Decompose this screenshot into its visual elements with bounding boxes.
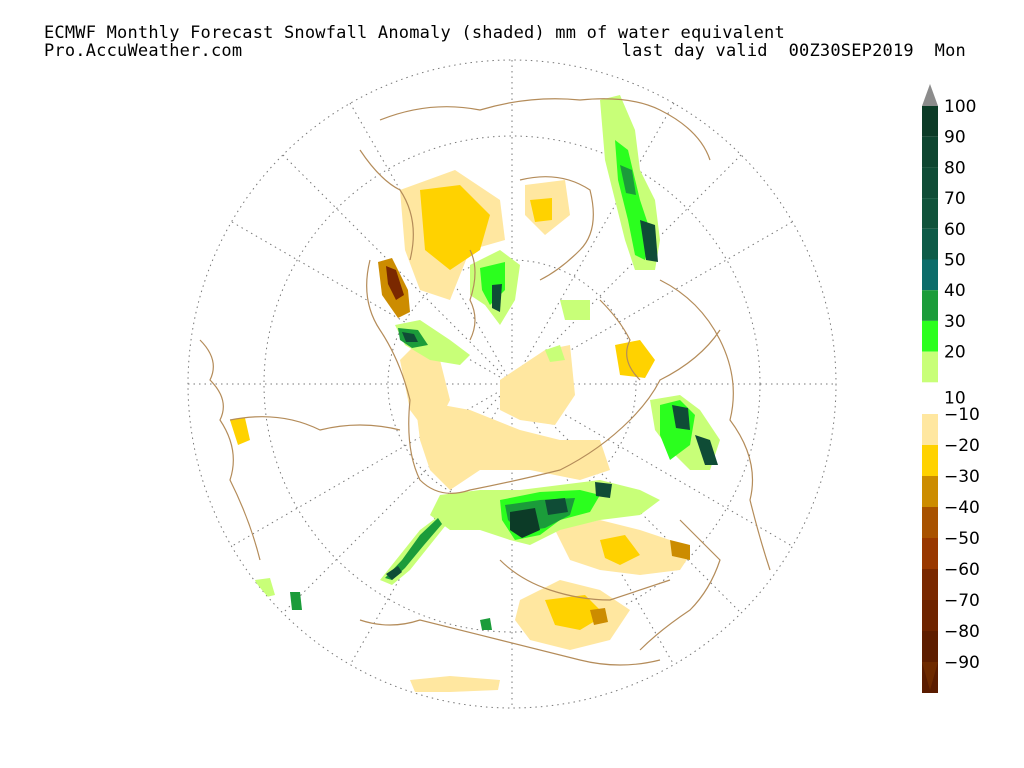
- legend-negative-swatch: [922, 631, 938, 662]
- legend-positive-label: 30: [944, 312, 966, 332]
- legend-negative-label: −90: [944, 653, 980, 673]
- legend-top-arrow-icon: [922, 84, 938, 106]
- legend-bottom-arrow-icon: [922, 662, 938, 690]
- legend-positive-label: 80: [944, 158, 966, 178]
- legend-negative-label: −70: [944, 591, 980, 611]
- legend-positive-label: 20: [944, 343, 966, 363]
- legend-negative-label: −80: [944, 622, 980, 642]
- legend-negative-label: −40: [944, 498, 980, 518]
- positive-anomaly-shading: [255, 95, 720, 630]
- legend-positive-swatch: [922, 136, 938, 168]
- legend-negative-swatch: [922, 569, 938, 600]
- legend-positive-label: 90: [944, 128, 966, 148]
- legend-positive-swatch: [922, 320, 938, 352]
- legend-negative-label: −30: [944, 467, 980, 487]
- legend-negative-swatch: [922, 538, 938, 569]
- legend-negative-label: −20: [944, 436, 980, 456]
- source-label: Pro.AccuWeather.com: [44, 41, 243, 61]
- legend-positive-swatch: [922, 106, 938, 137]
- map-boundary-circle: [187, 59, 837, 709]
- legend-positive-swatch: [922, 228, 938, 260]
- legend-negative-swatch: [922, 445, 938, 476]
- legend-positive-swatch: [922, 351, 938, 383]
- legend-positive-label: 60: [944, 220, 966, 240]
- legend-positive-label: 70: [944, 189, 966, 209]
- legend-positive-label: 10: [944, 389, 966, 409]
- legend-negative-swatch: [922, 476, 938, 507]
- legend-positive-label: 50: [944, 251, 966, 271]
- legend-negative-swatch: [922, 600, 938, 631]
- legend-negative-label: −60: [944, 560, 980, 580]
- legend-negative-swatch: [922, 507, 938, 538]
- legend-negative-label: −10: [944, 405, 980, 425]
- legend-positive-swatch: [922, 259, 938, 291]
- legend-positive-swatch: [922, 167, 938, 199]
- valid-date-label: last day valid 00Z30SEP2019 Mon: [621, 41, 966, 61]
- coastlines: [199, 98, 771, 666]
- legend-positive-swatch: [922, 198, 938, 229]
- graticule: [187, 59, 837, 709]
- negative-anomaly-shading: [230, 170, 690, 692]
- legend-negative-label: −50: [944, 529, 980, 549]
- legend-positive-label: 100: [944, 97, 976, 117]
- legend-negative-scale: −10 −20 −30 −40 −50 −60 −70 −80 −90: [922, 405, 980, 693]
- legend-positive-scale: 100 90 80 70 60 50 40 30 20 10: [922, 97, 976, 409]
- legend-positive-label: 40: [944, 281, 966, 301]
- map-title: ECMWF Monthly Forecast Snowfall Anomaly …: [44, 23, 785, 43]
- legend-positive-swatch: [922, 290, 938, 321]
- legend-negative-swatch: [922, 414, 938, 445]
